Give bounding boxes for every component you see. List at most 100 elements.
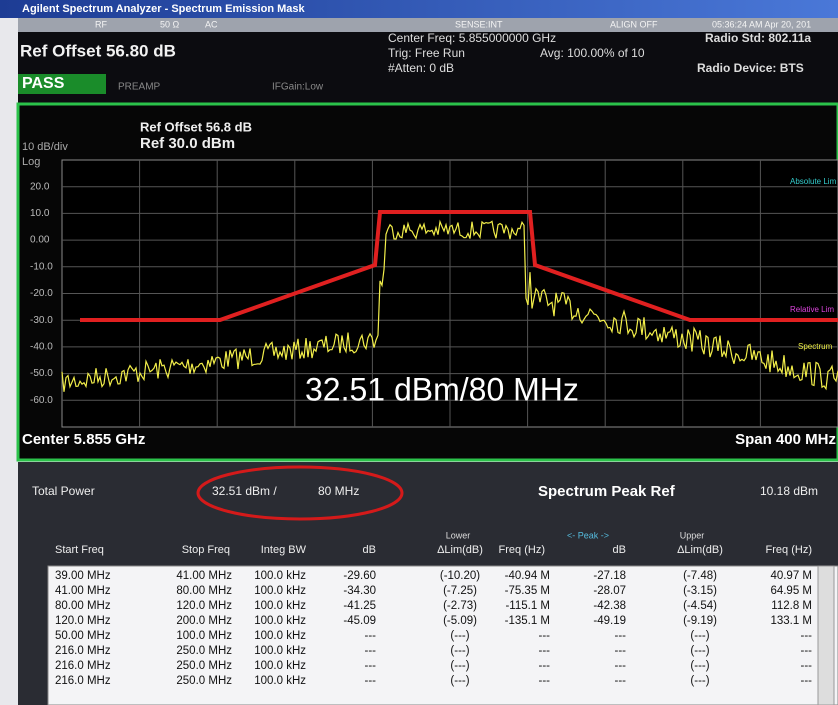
table-cell: ---: [801, 660, 813, 672]
table-cell: ---: [615, 675, 627, 687]
table-cell: 250.0 MHz: [176, 645, 232, 657]
column-header: Freq (Hz): [499, 544, 545, 556]
table-cell: 120.0 MHz: [55, 615, 111, 627]
relative-lim: Relative Lim: [790, 305, 834, 314]
table-cell: 133.1 M: [770, 615, 812, 627]
table-cell: 100.0 kHz: [254, 615, 306, 627]
table-cell: 250.0 MHz: [176, 660, 232, 672]
table-cell: 100.0 kHz: [254, 645, 306, 657]
table-cell: ---: [365, 675, 377, 687]
group-peak: <- Peak ->: [567, 530, 609, 540]
graph-ref-offset: Ref Offset 56.8 dB: [140, 119, 252, 134]
ifgain: IFGain:Low: [272, 82, 324, 93]
y-label: -30.0: [30, 315, 53, 326]
column-header: Freq (Hz): [766, 544, 812, 556]
table-cell: (---): [690, 660, 709, 672]
table-cell: ---: [365, 630, 377, 642]
table-cell: -34.30: [343, 585, 376, 597]
table-cell: ---: [539, 630, 551, 642]
table-cell: (-7.48): [683, 570, 717, 582]
status-item: 05:36:24 AM Apr 20, 201: [712, 19, 811, 29]
table-cell: 200.0 MHz: [176, 615, 232, 627]
table-cell: (---): [450, 675, 469, 687]
column-header: Stop Freq: [182, 544, 230, 556]
analyzer-screen: Agilent Spectrum Analyzer - Spectrum Emi…: [0, 0, 838, 705]
table-cell: ---: [539, 660, 551, 672]
table-cell: (---): [690, 675, 709, 687]
table-cell: -135.1 M: [505, 615, 550, 627]
ref-offset: Ref Offset 56.80 dB: [20, 41, 176, 60]
table-cell: -40.94 M: [505, 570, 550, 582]
bandwidth: 80 MHz: [318, 484, 359, 498]
scrollbar[interactable]: [818, 566, 834, 705]
table-cell: 216.0 MHz: [55, 675, 111, 687]
avg: Avg: 100.00% of 10: [540, 46, 645, 60]
y-label: 20.0: [30, 181, 50, 192]
center-freq: Center Freq: 5.855000000 GHz: [388, 31, 556, 45]
table-cell: ---: [615, 630, 627, 642]
table-cell: 216.0 MHz: [55, 645, 111, 657]
title: Agilent Spectrum Analyzer - Spectrum Emi…: [22, 3, 305, 15]
table-cell: 40.97 M: [770, 570, 812, 582]
group-upper: Upper: [680, 530, 705, 540]
atten: #Atten: 0 dB: [388, 61, 454, 75]
peak-ref-label: Spectrum Peak Ref: [538, 483, 676, 500]
table-cell: 216.0 MHz: [55, 660, 111, 672]
table-cell: (---): [450, 630, 469, 642]
table-cell: 250.0 MHz: [176, 675, 232, 687]
table-cell: 100.0 kHz: [254, 630, 306, 642]
table-cell: -45.09: [343, 615, 376, 627]
peak-ref: 10.18 dBm: [760, 484, 818, 498]
status-item: AC: [205, 19, 218, 29]
radio-std: Radio Std: 802.11a: [705, 31, 811, 45]
log: Log: [22, 156, 40, 168]
table-cell: (---): [690, 645, 709, 657]
table-cell: ---: [539, 645, 551, 657]
page: Agilent Spectrum Analyzer - Spectrum Emi…: [0, 0, 838, 705]
total-power: 32.51 dBm /: [212, 484, 277, 498]
table-cell: (---): [450, 645, 469, 657]
y-label: 0.00: [30, 235, 50, 246]
y-label: -40.0: [30, 342, 53, 353]
table-cell: (---): [450, 660, 469, 672]
column-header: Integ BW: [261, 544, 307, 556]
table-cell: ---: [801, 675, 813, 687]
column-header: ΔLim(dB): [437, 544, 483, 556]
column-header: Start Freq: [55, 544, 104, 556]
absolute-lim: Absolute Lim: [790, 177, 837, 186]
table-cell: ---: [801, 645, 813, 657]
table-cell: (---): [690, 630, 709, 642]
graph-ref: Ref 30.0 dBm: [140, 135, 235, 152]
spectrum-label: Spectrum: [798, 342, 833, 351]
result: PASS: [22, 75, 65, 92]
table-cell: -42.38: [593, 600, 626, 612]
y-label: -20.0: [30, 288, 53, 299]
table-cell: ---: [539, 675, 551, 687]
table-cell: 120.0 MHz: [176, 600, 232, 612]
center: Center 5.855 GHz: [22, 431, 145, 448]
status-item: RF: [95, 19, 107, 29]
table-cell: (-2.73): [443, 600, 477, 612]
scale: 10 dB/div: [22, 141, 68, 153]
table-cell: (-3.15): [683, 585, 717, 597]
table-cell: (-5.09): [443, 615, 477, 627]
table-cell: 100.0 kHz: [254, 600, 306, 612]
table-cell: -28.07: [593, 585, 626, 597]
y-label: -10.0: [30, 261, 53, 272]
table-cell: (-10.20): [440, 570, 480, 582]
table-cell: (-7.25): [443, 585, 477, 597]
status-item: ALIGN OFF: [610, 19, 658, 29]
table-cell: ---: [615, 660, 627, 672]
column-header: dB: [613, 544, 626, 556]
table-cell: 112.8 M: [771, 600, 812, 612]
radio-device: Radio Device: BTS: [697, 61, 804, 75]
preamp: PREAMP: [118, 82, 161, 93]
table-cell: (-9.19): [683, 615, 717, 627]
table-cell: -75.35 M: [505, 585, 550, 597]
table-cell: 100.0 kHz: [254, 675, 306, 687]
table-cell: -41.25: [343, 600, 376, 612]
table-cell: -29.60: [343, 570, 376, 582]
table-cell: 100.0 kHz: [254, 585, 306, 597]
y-label: 10.0: [30, 208, 50, 219]
status-item: 50 Ω: [160, 19, 180, 29]
